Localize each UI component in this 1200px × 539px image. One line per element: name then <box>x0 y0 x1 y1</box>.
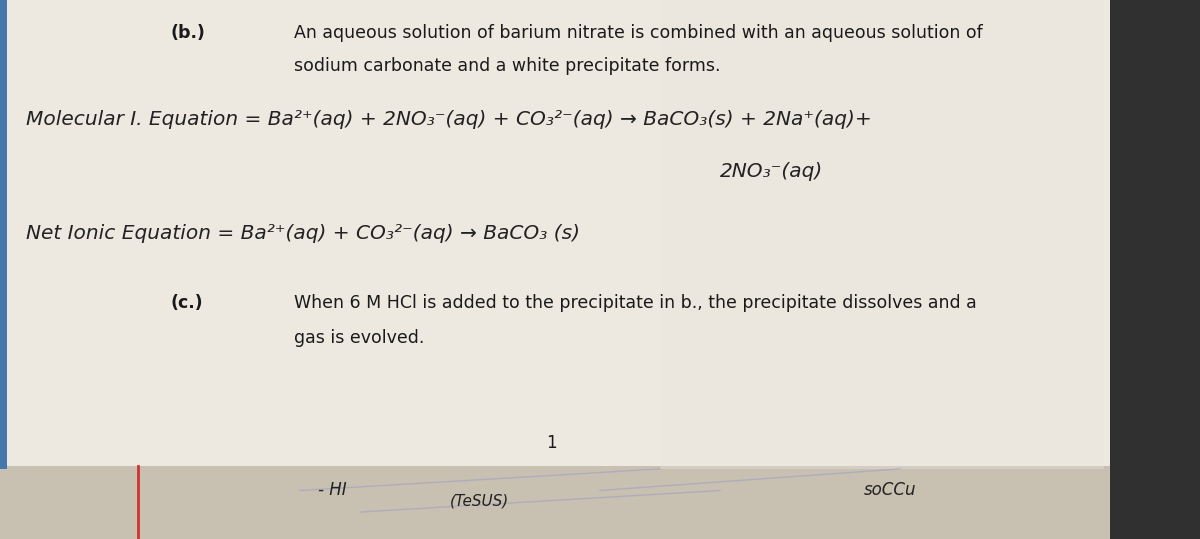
Text: soCCu: soCCu <box>864 481 917 500</box>
FancyBboxPatch shape <box>1110 0 1200 539</box>
Text: An aqueous solution of barium nitrate is combined with an aqueous solution of: An aqueous solution of barium nitrate is… <box>294 24 983 42</box>
Text: sodium carbonate and a white precipitate forms.: sodium carbonate and a white precipitate… <box>294 57 720 74</box>
Text: - HI: - HI <box>318 481 347 500</box>
FancyBboxPatch shape <box>0 466 1110 539</box>
Text: Net Ionic Equation = Ba²⁺(aq) + CO₃²⁻(aq) → BaCO₃ (s): Net Ionic Equation = Ba²⁺(aq) + CO₃²⁻(aq… <box>26 224 581 243</box>
Text: (c.): (c.) <box>170 294 203 312</box>
FancyBboxPatch shape <box>0 0 1110 469</box>
Text: When 6 M HCl is added to the precipitate in b., the precipitate dissolves and a: When 6 M HCl is added to the precipitate… <box>294 294 977 312</box>
FancyBboxPatch shape <box>660 0 1104 469</box>
Text: 2NO₃⁻(aq): 2NO₃⁻(aq) <box>720 162 823 181</box>
Text: gas is evolved.: gas is evolved. <box>294 329 425 347</box>
Text: Molecular I. Equation = Ba²⁺(aq) + 2NO₃⁻(aq) + CO₃²⁻(aq) → BaCO₃(s) + 2Na⁺(aq)+: Molecular I. Equation = Ba²⁺(aq) + 2NO₃⁻… <box>26 110 872 129</box>
Text: (TeSUS): (TeSUS) <box>450 494 509 509</box>
Text: (b.): (b.) <box>170 24 205 42</box>
FancyBboxPatch shape <box>0 0 7 469</box>
Text: 1: 1 <box>546 434 557 452</box>
